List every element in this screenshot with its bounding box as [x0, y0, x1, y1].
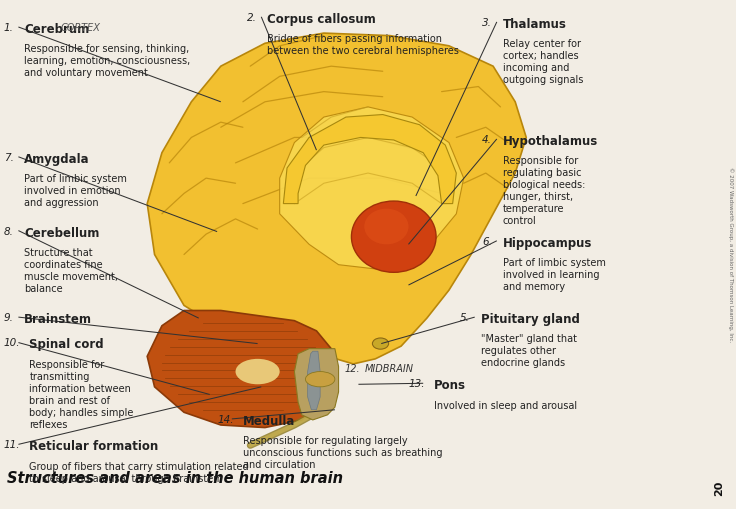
Text: © 2007 Wadsworth Group, a division of Thomson Learning, Inc.: © 2007 Wadsworth Group, a division of Th… — [728, 167, 734, 342]
Text: Hypothalamus: Hypothalamus — [503, 135, 598, 148]
Text: MIDBRAIN: MIDBRAIN — [365, 364, 414, 374]
Text: Cerebellum: Cerebellum — [24, 227, 99, 240]
Text: 6.: 6. — [482, 237, 492, 247]
Text: 20: 20 — [714, 481, 724, 496]
Text: 5.: 5. — [460, 313, 470, 323]
Ellipse shape — [352, 201, 436, 272]
Text: Involved in sleep and arousal: Involved in sleep and arousal — [434, 401, 577, 411]
Text: 2.: 2. — [247, 13, 256, 23]
Text: Responsible for sensing, thinking,
learning, emotion, consciousness,
and volunta: Responsible for sensing, thinking, learn… — [24, 44, 191, 78]
Text: Structure that
coordinates fine
muscle movement,
balance: Structure that coordinates fine muscle m… — [24, 248, 118, 294]
Polygon shape — [147, 33, 526, 364]
Text: 13.: 13. — [408, 379, 425, 389]
Text: Responsible for regulating largely
unconscious functions such as breathing
and c: Responsible for regulating largely uncon… — [243, 436, 442, 470]
Polygon shape — [283, 115, 456, 204]
Text: Reticular formation: Reticular formation — [29, 440, 159, 454]
Text: 10.: 10. — [4, 338, 20, 349]
Text: 12.: 12. — [344, 364, 360, 374]
Ellipse shape — [372, 338, 389, 349]
Polygon shape — [294, 349, 339, 420]
Text: Corpus callosum: Corpus callosum — [267, 13, 376, 26]
Text: Amygdala: Amygdala — [24, 153, 90, 166]
Text: Part of limbic system
involved in emotion
and aggression: Part of limbic system involved in emotio… — [24, 174, 127, 208]
Text: 1.: 1. — [4, 23, 13, 33]
Text: Group of fibers that carry stimulation related
to sleep and arousal through brai: Group of fibers that carry stimulation r… — [29, 462, 249, 484]
Ellipse shape — [305, 372, 335, 387]
Text: Hippocampus: Hippocampus — [503, 237, 592, 250]
Text: Responsible for
regulating basic
biological needs:
hunger, thirst,
temperature
c: Responsible for regulating basic biologi… — [503, 156, 585, 227]
Polygon shape — [147, 310, 335, 428]
Ellipse shape — [364, 209, 408, 244]
Text: 4.: 4. — [482, 135, 492, 145]
Text: 14.: 14. — [217, 415, 233, 425]
Text: Cerebrum: Cerebrum — [24, 23, 90, 36]
Text: Pituitary gland: Pituitary gland — [481, 313, 579, 326]
Polygon shape — [280, 107, 464, 270]
Ellipse shape — [236, 359, 280, 384]
Text: Brainstem: Brainstem — [24, 313, 92, 326]
Text: 3.: 3. — [482, 18, 492, 28]
Text: 11.: 11. — [4, 440, 20, 450]
Text: Medulla: Medulla — [243, 415, 295, 428]
Text: Structures and areas in the human brain: Structures and areas in the human brain — [7, 471, 344, 486]
Text: Thalamus: Thalamus — [503, 18, 567, 31]
Text: "Master" gland that
regulates other
endocrine glands: "Master" gland that regulates other endo… — [481, 334, 576, 369]
Text: 8.: 8. — [4, 227, 13, 237]
Text: Bridge of fibers passing information
between the two cerebral hemispheres: Bridge of fibers passing information bet… — [267, 34, 459, 56]
Text: 7.: 7. — [4, 153, 13, 163]
Polygon shape — [308, 351, 320, 410]
Text: Spinal cord: Spinal cord — [29, 338, 104, 352]
Text: 9.: 9. — [4, 313, 13, 323]
Text: Part of limbic system
involved in learning
and memory: Part of limbic system involved in learni… — [503, 258, 606, 292]
Text: Responsible for
transmitting
information between
brain and rest of
body; handles: Responsible for transmitting information… — [29, 360, 134, 430]
Text: Pons: Pons — [434, 379, 466, 392]
Text: CORTEX: CORTEX — [60, 23, 100, 33]
Text: Relay center for
cortex; handles
incoming and
outgoing signals: Relay center for cortex; handles incomin… — [503, 39, 583, 85]
